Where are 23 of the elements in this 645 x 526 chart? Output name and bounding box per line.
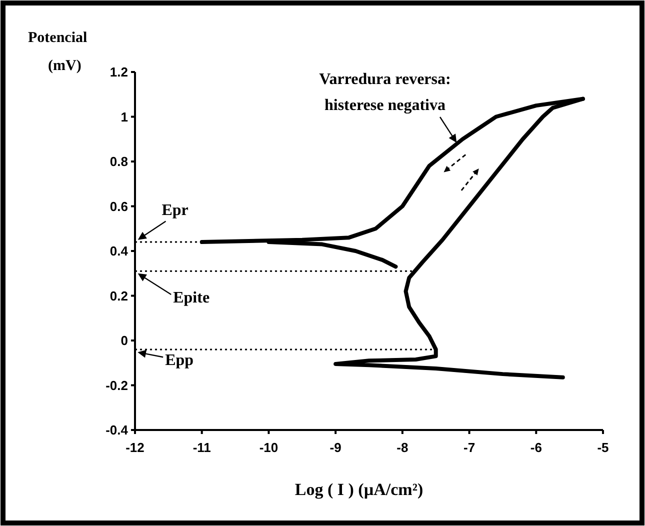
y-tick-label: 0.4 — [110, 244, 129, 259]
x-tick-label: -11 — [192, 440, 211, 455]
x-tick-label: -12 — [126, 440, 144, 455]
ref-line-label: Epite — [173, 289, 210, 306]
x-tick-label: -9 — [330, 440, 342, 455]
x-tick-label: -7 — [464, 440, 476, 455]
x-tick-label: -10 — [259, 440, 278, 455]
y-tick-label: 0.2 — [110, 288, 128, 304]
y-tick-label: 0.8 — [110, 154, 128, 170]
y-tick-label: 1.2 — [110, 64, 128, 80]
y-tick-label: 0 — [120, 333, 128, 348]
x-axis-title: Log ( I ) (µA/cm²) — [294, 480, 424, 499]
x-tick-label: -8 — [396, 440, 408, 455]
x-tick-label: -6 — [530, 440, 542, 455]
y-tick-label: -0.2 — [106, 378, 128, 393]
annotation: Varredura reversa: histerese negativa — [319, 71, 451, 114]
ref-line-label: Epr — [162, 202, 188, 220]
y-tick-label: 1 — [120, 109, 128, 124]
y-axis-title: Potencial (mV) — [28, 30, 88, 74]
ref-line-label: Epp — [165, 352, 194, 370]
y-tick-label: 0.6 — [110, 198, 128, 214]
y-tick-label: -0.4 — [106, 422, 129, 438]
x-tick-label: -5 — [597, 440, 609, 455]
